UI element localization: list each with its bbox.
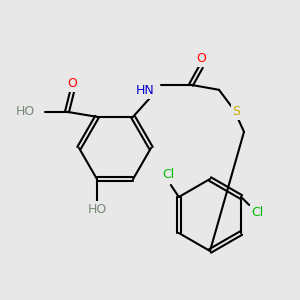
Text: Cl: Cl bbox=[163, 169, 175, 182]
Text: HO: HO bbox=[16, 105, 35, 118]
Text: S: S bbox=[232, 105, 240, 118]
Text: O: O bbox=[67, 77, 77, 90]
Text: HO: HO bbox=[87, 203, 106, 216]
Text: HN: HN bbox=[136, 84, 154, 97]
Text: O: O bbox=[196, 52, 206, 65]
Text: Cl: Cl bbox=[251, 206, 263, 220]
